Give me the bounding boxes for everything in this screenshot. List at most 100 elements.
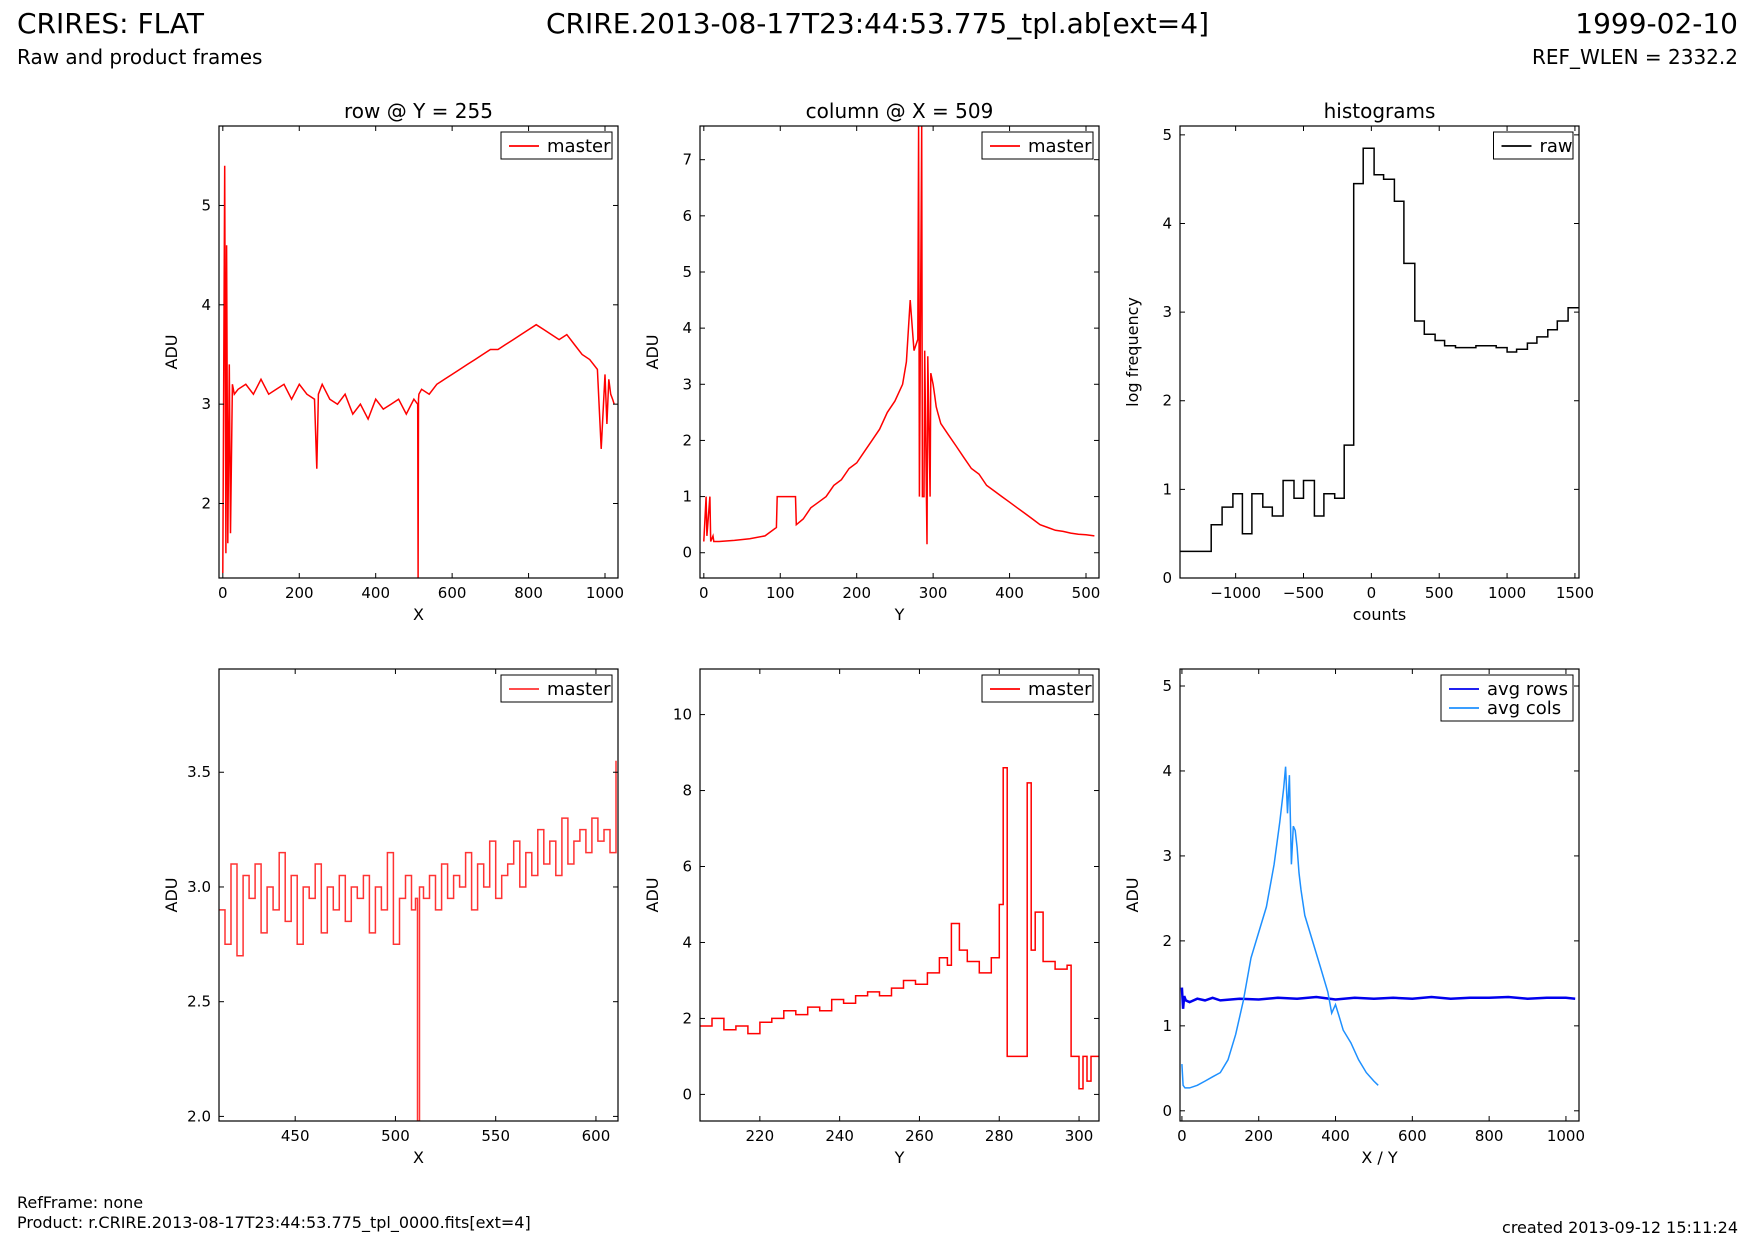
y-tick-label: 7 (682, 151, 692, 169)
plot-frame (1179, 125, 1580, 579)
y-axis-label: ADU (643, 878, 662, 913)
x-tick-label: 800 (514, 584, 543, 602)
x-axis-label: X (413, 1148, 424, 1167)
x-tick-label: 400 (1321, 1127, 1350, 1145)
y-axis-label: log frequency (1123, 297, 1142, 407)
y-tick-label: 2.5 (187, 993, 211, 1011)
series-line-avg-cols (1181, 766, 1379, 1089)
plot-panel-4: 450 500 550 600 2.0 2.5 3.0 3.5 X ADU master (162, 668, 619, 1167)
legend: raw (1493, 131, 1574, 160)
file-name-title: CRIRE.2013-08-17T23:44:53.775_tpl.ab[ext… (545, 7, 1209, 40)
x-tick-label: 600 (438, 584, 467, 602)
ref-wlen-label: REF_WLEN = 2332.2 (1531, 45, 1738, 69)
plot-frame (218, 125, 619, 579)
x-tick-label: 1000 (1488, 584, 1526, 602)
refframe-label: RefFrame: none (17, 1193, 144, 1212)
legend: master (500, 674, 613, 703)
plot-frame (699, 125, 1100, 579)
y-tick-label: 4 (1162, 214, 1172, 232)
y-axis-label: ADU (1123, 878, 1142, 913)
y-tick-label: 1 (682, 488, 692, 506)
x-axis-label: Y (894, 1148, 905, 1167)
y-tick-label: 5 (1162, 126, 1172, 144)
plot-title: column @ X = 509 (806, 99, 994, 123)
legend-label: master (547, 136, 611, 157)
y-tick-label: 0 (682, 544, 692, 562)
y-tick-label: 4 (201, 296, 211, 314)
y-tick-label: 3 (201, 395, 211, 413)
x-tick-label: −500 (1283, 584, 1324, 602)
y-tick-label: 5 (682, 263, 692, 281)
y-tick-label: 2 (1162, 392, 1172, 410)
legend-label: raw (1540, 136, 1573, 157)
y-tick-label: 5 (1162, 677, 1172, 695)
y-tick-label: 2 (1162, 932, 1172, 950)
y-tick-label: 2.0 (187, 1107, 211, 1125)
y-axis-label: ADU (162, 335, 181, 370)
series-line-master (222, 165, 615, 578)
series-line-master (700, 767, 1099, 1090)
legend: master (500, 131, 613, 160)
y-tick-label: 3 (682, 375, 692, 393)
x-axis-label: Y (894, 605, 905, 624)
x-tick-label: −1000 (1210, 584, 1261, 602)
plot-title: row @ Y = 255 (344, 99, 493, 123)
plot-frame (1179, 668, 1580, 1122)
x-axis-label: X (413, 605, 424, 624)
y-tick-label: 3.0 (187, 878, 211, 896)
legend-label: master (547, 679, 611, 700)
legend: master (981, 131, 1094, 160)
y-tick-label: 0 (682, 1085, 692, 1103)
x-tick-label: 280 (985, 1127, 1014, 1145)
x-tick-label: 600 (1398, 1127, 1427, 1145)
plot-panel-5: 220 240 260 280 300 0 2 4 6 8 10 Y ADU master (643, 668, 1100, 1167)
x-tick-label: 550 (481, 1127, 510, 1145)
series-line-raw (1180, 147, 1579, 553)
x-tick-label: 600 (582, 1127, 611, 1145)
report-title: CRIRES: FLAT (17, 7, 204, 40)
x-tick-label: 400 (995, 584, 1024, 602)
y-tick-label: 6 (682, 858, 692, 876)
y-tick-label: 5 (201, 196, 211, 214)
x-tick-label: 1000 (1547, 1127, 1585, 1145)
x-tick-label: 300 (919, 584, 948, 602)
x-tick-label: 0 (218, 584, 228, 602)
legend-box (981, 131, 1094, 160)
x-tick-label: 0 (1367, 584, 1377, 602)
x-tick-label: 200 (842, 584, 871, 602)
x-tick-label: 260 (905, 1127, 934, 1145)
x-tick-label: 450 (281, 1127, 310, 1145)
y-tick-label: 3.5 (187, 763, 211, 781)
y-tick-label: 3 (1162, 303, 1172, 321)
plot-panel-1: 0 200 400 600 800 1000 2 3 4 5 row @ Y = 255 X ADU ma… (162, 99, 624, 624)
x-tick-label: 200 (285, 584, 314, 602)
plot-panel-2: 0 100 200 300 400 500 0 1 2 3 4 5 6 7 column @ X = 509… (643, 99, 1100, 624)
y-tick-label: 2 (682, 1009, 692, 1027)
y-tick-label: 10 (673, 706, 692, 724)
x-tick-label: 100 (766, 584, 795, 602)
x-tick-label: 500 (381, 1127, 410, 1145)
x-tick-label: 240 (825, 1127, 854, 1145)
legend-label: avg cols (1487, 698, 1561, 719)
legend-label: avg rows (1487, 679, 1568, 700)
y-tick-label: 4 (682, 933, 692, 951)
legend-box (500, 131, 613, 160)
x-tick-label: 500 (1425, 584, 1454, 602)
series-line-avg-rows (1180, 987, 1576, 1009)
x-tick-label: 220 (746, 1127, 775, 1145)
y-tick-label: 6 (682, 207, 692, 225)
y-tick-label: 4 (1162, 762, 1172, 780)
series-line-master (703, 126, 1095, 545)
y-tick-label: 2 (682, 431, 692, 449)
y-tick-label: 0 (1162, 569, 1172, 587)
legend-label: master (1028, 679, 1092, 700)
plot-title: histograms (1324, 99, 1436, 123)
plot-frame (699, 668, 1100, 1122)
x-axis-label: counts (1353, 605, 1406, 624)
y-tick-label: 4 (682, 319, 692, 337)
product-label: Product: r.CRIRE.2013-08-17T23:44:53.775… (17, 1213, 531, 1232)
y-axis-label: ADU (162, 878, 181, 913)
report-subtitle: Raw and product frames (17, 45, 263, 69)
x-tick-label: 200 (1244, 1127, 1273, 1145)
